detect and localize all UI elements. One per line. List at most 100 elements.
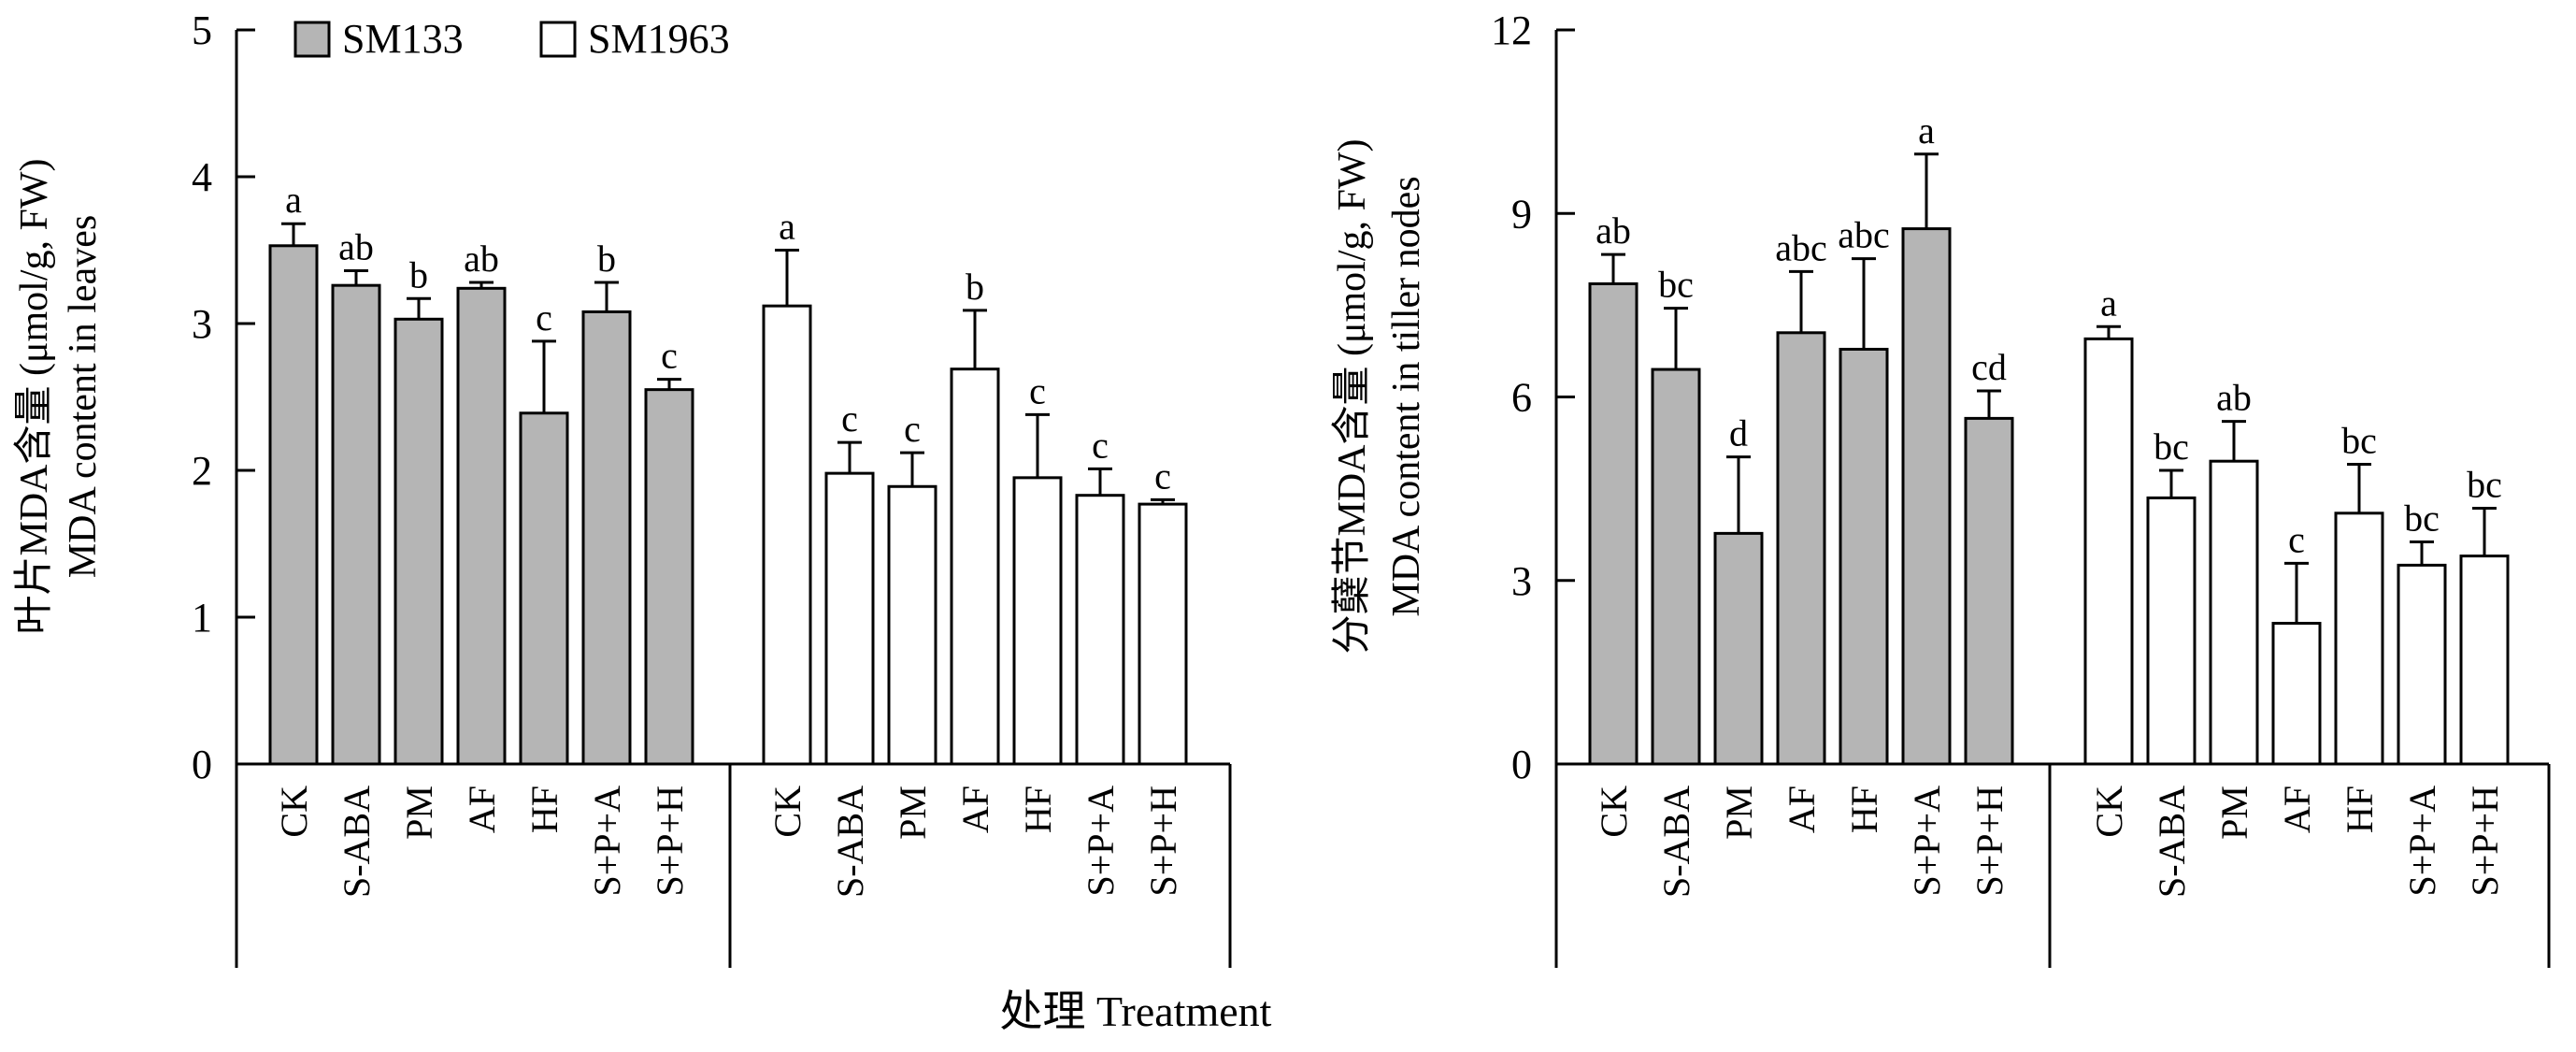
bar bbox=[1075, 494, 1125, 766]
y-tick-label: 1 bbox=[192, 595, 212, 641]
significance-label: ab bbox=[1596, 209, 1631, 252]
significance-label: abc bbox=[1775, 226, 1827, 268]
significance-label: c bbox=[536, 296, 552, 339]
category-label: HF bbox=[2339, 785, 2381, 833]
bar bbox=[950, 367, 1000, 766]
bar bbox=[1588, 281, 1639, 766]
bar bbox=[887, 484, 937, 766]
x-axis-title: 处理 Treatment bbox=[1000, 987, 1272, 1035]
leaves-mda-panel: 0 1 2 3 4 5 叶片MDA含量 (μmol/g, FW) MDA content in… bbox=[13, 7, 1232, 968]
category-label: S+P+A bbox=[1080, 785, 1122, 897]
y-axis-title-en: MDA content in leaves bbox=[62, 215, 105, 578]
category-label: HF bbox=[523, 785, 565, 833]
legend: SM133 SM1963 bbox=[293, 16, 730, 62]
bar bbox=[2083, 337, 2134, 766]
bar bbox=[2459, 555, 2510, 766]
y-tick-label: 3 bbox=[192, 301, 212, 347]
bar bbox=[1964, 416, 2014, 766]
significance-label: bc bbox=[2341, 419, 2377, 461]
bar bbox=[2209, 459, 2259, 766]
significance-label: bc bbox=[2404, 497, 2440, 540]
significance-label: bc bbox=[1658, 264, 1694, 306]
significance-label: b bbox=[597, 238, 616, 280]
significance-label: abc bbox=[1838, 214, 1890, 256]
significance-label: b bbox=[966, 266, 984, 308]
significance-label: ab bbox=[338, 225, 374, 267]
y-tick-label: 3 bbox=[1511, 558, 1532, 604]
y-tick-label: 6 bbox=[1511, 375, 1532, 421]
bar bbox=[1839, 347, 1889, 766]
category-label: CK bbox=[766, 785, 809, 838]
y-tick-label: 0 bbox=[1511, 742, 1532, 787]
category-label: AF bbox=[461, 785, 503, 833]
y-axis-title-cn: 分蘖节MDA含量 (μmol/g, FW) bbox=[1331, 138, 1374, 654]
legend-label: SM1963 bbox=[588, 16, 730, 62]
category-label: CK bbox=[273, 785, 315, 838]
bar bbox=[644, 388, 694, 766]
category-label: HF bbox=[1843, 785, 1885, 833]
bar bbox=[1138, 502, 1188, 766]
significance-label: c bbox=[661, 335, 678, 377]
category-label: S+P+H bbox=[1968, 785, 2011, 897]
significance-label: bc bbox=[2154, 425, 2189, 468]
category-label: S+P+A bbox=[1906, 785, 1948, 897]
bar bbox=[2271, 622, 2322, 766]
y-axis-title-en: MDA content in tiller nodes bbox=[1385, 176, 1428, 616]
bar bbox=[2397, 563, 2447, 766]
y-tick-label: 9 bbox=[1511, 191, 1532, 237]
significance-label: a bbox=[2100, 281, 2117, 324]
significance-label: ab bbox=[2216, 377, 2252, 419]
bar bbox=[1012, 476, 1063, 766]
category-label: S-ABA bbox=[2151, 785, 2193, 898]
bar bbox=[2334, 512, 2384, 766]
category-label: CK bbox=[1593, 785, 1635, 838]
bar bbox=[762, 304, 812, 766]
bar bbox=[1901, 227, 1952, 766]
bar bbox=[394, 317, 444, 766]
significance-label: ab bbox=[464, 238, 499, 280]
bar bbox=[456, 286, 507, 766]
significance-label: bc bbox=[2467, 464, 2502, 506]
significance-label: d bbox=[1729, 412, 1748, 454]
category-label: S+P+H bbox=[1142, 785, 1184, 897]
significance-label: c bbox=[1092, 424, 1109, 466]
y-tick-label: 0 bbox=[192, 742, 212, 787]
category-label: PM bbox=[398, 785, 440, 840]
y-tick-label: 12 bbox=[1491, 7, 1532, 53]
significance-label: a bbox=[1918, 109, 1935, 151]
bar bbox=[1776, 331, 1826, 766]
bar bbox=[1651, 367, 1701, 766]
category-label: PM bbox=[2213, 785, 2255, 840]
category-label: PM bbox=[1718, 785, 1760, 840]
bar bbox=[519, 411, 569, 766]
y-axis-title-cn: 叶片MDA含量 (μmol/g, FW) bbox=[13, 158, 56, 634]
category-label: AF bbox=[2276, 785, 2318, 833]
category-label: S+P+H bbox=[2464, 785, 2506, 897]
category-label: S+P+A bbox=[586, 785, 628, 897]
bar bbox=[268, 244, 319, 766]
category-label: AF bbox=[1781, 785, 1823, 833]
significance-label: a bbox=[285, 179, 302, 221]
bar bbox=[331, 283, 381, 766]
significance-label: c bbox=[2288, 518, 2305, 560]
bar bbox=[2146, 496, 2197, 766]
legend-swatch bbox=[539, 21, 577, 58]
category-label: S-ABA bbox=[1655, 785, 1697, 898]
y-tick-label: 5 bbox=[192, 7, 212, 53]
category-label: S+P+A bbox=[2401, 785, 2443, 897]
significance-label: c bbox=[841, 397, 858, 440]
significance-label: c bbox=[904, 408, 921, 450]
category-label: S-ABA bbox=[829, 785, 871, 898]
significance-label: c bbox=[1029, 369, 1046, 411]
bar bbox=[581, 310, 632, 766]
category-label: HF bbox=[1017, 785, 1059, 833]
category-label: S-ABA bbox=[336, 785, 378, 898]
category-label: AF bbox=[954, 785, 996, 833]
significance-label: b bbox=[409, 253, 428, 295]
y-tick-label: 2 bbox=[192, 448, 212, 494]
significance-label: cd bbox=[1971, 346, 2007, 388]
category-label: PM bbox=[892, 785, 934, 840]
category-label: S+P+H bbox=[649, 785, 691, 897]
legend-swatch bbox=[293, 21, 331, 58]
